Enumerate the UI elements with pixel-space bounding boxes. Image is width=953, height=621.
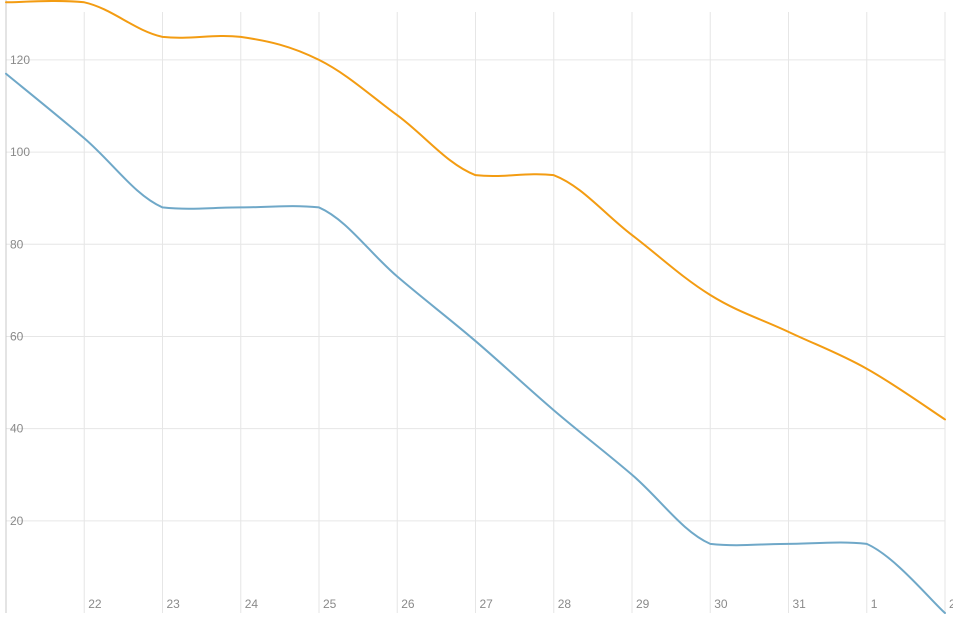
series-line-2 [5,72,946,614]
x-tick-label: 25 [323,597,337,611]
x-tick-label: 24 [245,597,259,611]
x-tick-label: 26 [401,597,415,611]
x-tick-label: 2 [949,597,953,611]
tick-labels: 20 40 60 80 100 120 22 23 24 25 26 27 28 29 30 31 1 2 [10,53,953,611]
x-tick-label: 27 [480,597,494,611]
x-tick-label: 29 [636,597,650,611]
y-tick-label: 60 [10,329,24,343]
x-tick-label: 28 [558,597,572,611]
x-tick-label: 30 [714,597,728,611]
y-tick-label: 40 [10,422,24,436]
x-tick-label: 22 [88,597,102,611]
x-tick-label: 31 [793,597,807,611]
y-tick-label: 120 [10,53,30,67]
x-tick-label: 1 [871,597,878,611]
x-tick-label: 23 [167,597,181,611]
y-tick-label: 20 [10,514,24,528]
y-tick-label: 100 [10,145,30,159]
series-line-1 [5,0,946,421]
gridlines [5,12,946,613]
y-tick-label: 80 [10,237,24,251]
series-lines [5,0,946,614]
